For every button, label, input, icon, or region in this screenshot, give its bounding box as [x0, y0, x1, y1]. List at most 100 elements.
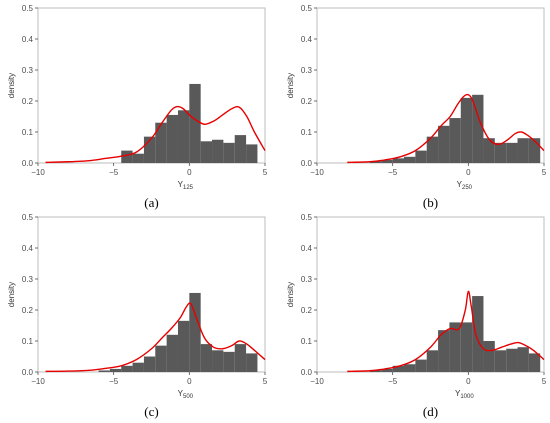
y-tick-label: 0.4 [22, 244, 34, 253]
y-tick-label: 0.1 [301, 337, 313, 346]
histogram-bar [438, 330, 450, 372]
histogram-bar [143, 356, 156, 372]
density-curve [45, 105, 266, 164]
histogram-bar [121, 365, 133, 372]
histogram-bar [189, 83, 201, 163]
x-axis-title: Y500 [178, 389, 194, 400]
histogram-bar [212, 350, 224, 372]
y-tick-label: 0.5 [22, 213, 34, 222]
histogram-bar [234, 135, 247, 163]
chart-panel-d: 0.0 0.1 0.2 0.3 0.4 0.5 −10 −5 0 5 density Y1000 (d) [286, 213, 547, 419]
x-tick-label: 0 [187, 168, 192, 177]
panel-label: (d) [423, 404, 438, 419]
y-tick-label: 0.3 [301, 66, 313, 75]
density-curve [45, 302, 266, 373]
x-tick-label: −10 [310, 377, 324, 386]
histogram-bar [517, 347, 529, 372]
histogram-bar [132, 153, 144, 163]
histogram-bar [438, 125, 450, 163]
panel-label: (a) [144, 195, 158, 210]
histogram-bar [143, 136, 156, 163]
histogram-bar [472, 296, 484, 372]
histogram-bar [109, 368, 122, 372]
y-axis-title: density [286, 282, 295, 307]
x-tick-label: 5 [542, 168, 547, 177]
y-tick-label: 0.1 [301, 128, 313, 137]
histogram-bar [155, 345, 167, 372]
y-tick-label: 0.0 [301, 159, 313, 168]
x-axis-title: Y250 [457, 180, 473, 191]
histogram-bar [404, 364, 416, 372]
panel-label: (b) [423, 195, 438, 210]
histogram-bar [381, 159, 393, 163]
histogram-bar [166, 334, 178, 372]
y-tick-label: 0.5 [301, 213, 313, 222]
histogram-bar [200, 141, 213, 163]
x-axis-title-base: Y [178, 389, 184, 398]
histogram-bar [246, 353, 258, 372]
x-axis-title-subscript: 125 [183, 185, 194, 191]
density-curve [347, 290, 545, 373]
histogram-bar [460, 97, 473, 163]
y-tick-label: 0.0 [301, 368, 313, 377]
histogram-bar [200, 344, 213, 372]
histogram-bar [472, 94, 484, 163]
histogram-bar [415, 150, 427, 163]
histogram-bar [121, 150, 133, 163]
x-tick-label: −10 [31, 377, 45, 386]
y-tick-label: 0.2 [301, 306, 313, 315]
x-axis-title-subscript: 1000 [460, 394, 474, 400]
x-axis-title-subscript: 500 [183, 394, 194, 400]
y-tick-label: 0.3 [22, 66, 34, 75]
histogram-bar [223, 142, 235, 163]
x-tick-label: −10 [310, 168, 324, 177]
x-axis-title-base: Y [457, 180, 463, 189]
y-axis-title: density [286, 73, 295, 98]
y-axis-title: density [7, 282, 16, 307]
histogram-bar [234, 344, 247, 372]
histogram-bar [449, 118, 461, 163]
y-tick-label: 0.1 [22, 128, 34, 137]
histogram-bar [212, 139, 224, 163]
x-tick-label: 5 [263, 168, 268, 177]
x-tick-label: 5 [542, 377, 547, 386]
y-tick-label: 0.2 [22, 97, 34, 106]
density-curve [347, 93, 545, 164]
histogram-bar [426, 136, 439, 163]
histogram-bar [404, 156, 416, 163]
histogram-bar [392, 365, 405, 372]
histogram-bar [506, 348, 518, 372]
y-tick-label: 0.4 [301, 244, 313, 253]
panel-label: (c) [144, 404, 158, 419]
y-tick-label: 0.2 [301, 97, 313, 106]
y-tick-label: 0.4 [22, 35, 34, 44]
x-axis-title-base: Y [455, 389, 461, 398]
x-tick-label: 0 [187, 377, 192, 386]
histogram-bar [246, 144, 258, 163]
histogram-bar [506, 142, 518, 163]
histogram-bar [177, 110, 190, 163]
x-tick-label: −5 [109, 377, 119, 386]
x-axis-title: Y125 [178, 180, 194, 191]
histogram-bar [528, 138, 541, 163]
histogram-bar [223, 351, 235, 372]
x-tick-label: −5 [388, 377, 398, 386]
histogram-bar [517, 138, 529, 163]
histogram-bar [189, 292, 201, 372]
y-tick-label: 0.3 [301, 275, 313, 284]
y-tick-label: 0.5 [301, 4, 313, 13]
histogram-bar [494, 350, 507, 372]
x-axis-title-subscript: 250 [462, 185, 473, 191]
x-axis-title-base: Y [178, 180, 184, 189]
histogram-bar [392, 158, 405, 163]
histogram-bar [494, 142, 507, 163]
x-tick-label: −5 [109, 168, 119, 177]
histogram-bar [369, 370, 382, 372]
plot-frame [37, 216, 266, 373]
y-tick-label: 0.5 [22, 4, 34, 13]
histogram-bar [155, 122, 167, 163]
x-tick-label: 0 [466, 168, 471, 177]
histogram-bar [166, 114, 178, 163]
y-tick-label: 0.1 [22, 337, 34, 346]
